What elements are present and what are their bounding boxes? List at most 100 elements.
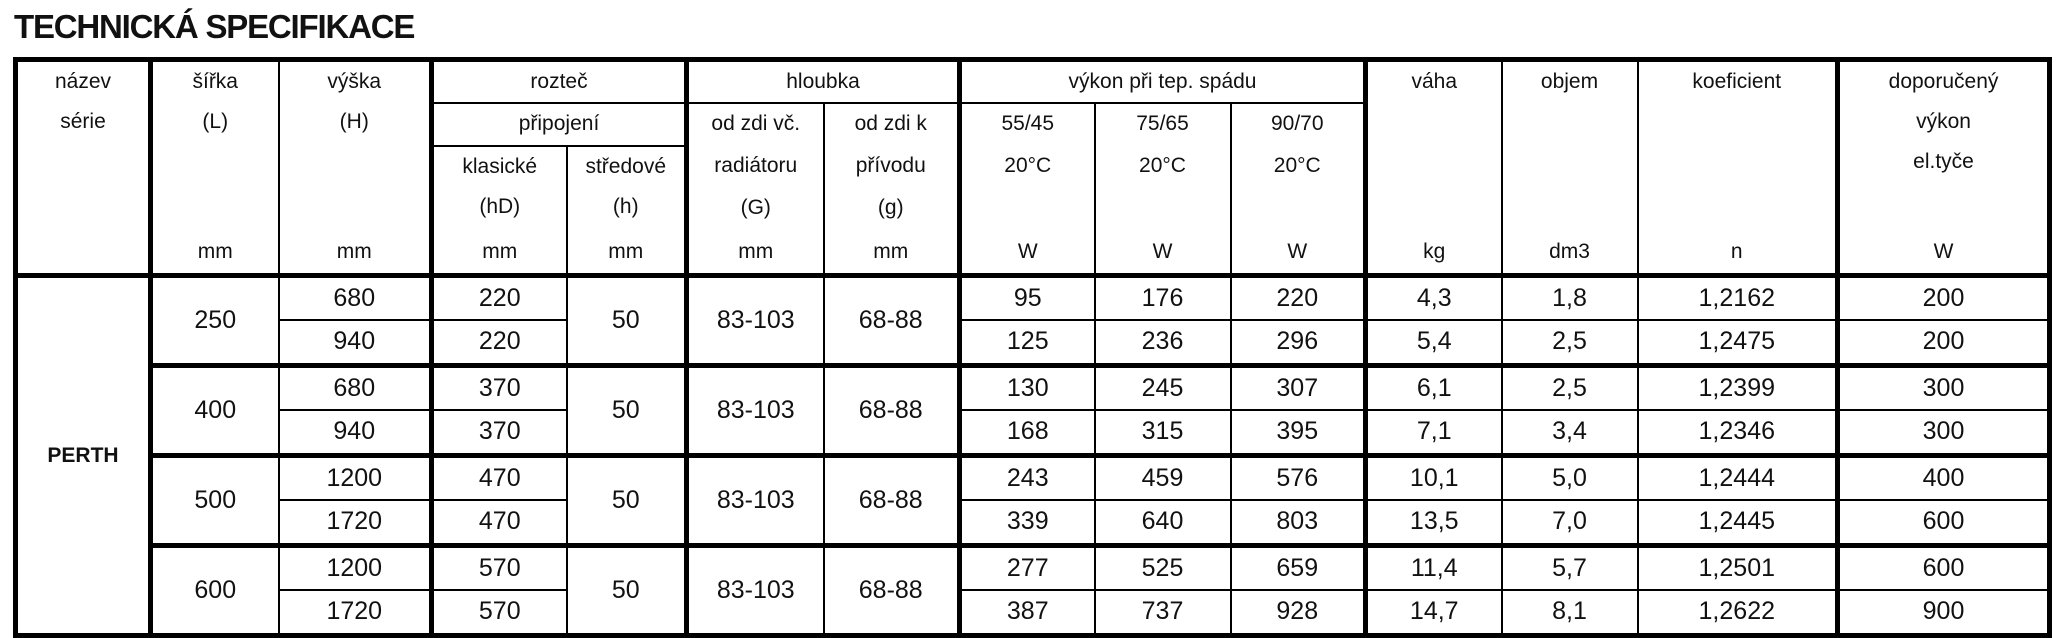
spec-table: název série šířka (L) výška (H) rozteč hlou… — [13, 57, 2053, 638]
header-line: (H) — [339, 110, 369, 133]
cell-klasicke: 570 — [429, 542, 568, 591]
header-spad-75-65: 75/65 20°C — [1093, 102, 1232, 230]
header-line: 90/70 — [1270, 112, 1324, 135]
cell-klasicke: 570 — [429, 589, 568, 636]
cell-dop: 200 — [1835, 319, 2051, 366]
cell-w1: 243 — [957, 452, 1096, 501]
header-sirka: šířka (L) — [148, 58, 280, 230]
cell-klasicke: 470 — [429, 499, 568, 546]
cell-vyska: 680 — [277, 272, 433, 321]
header-line: objem — [1540, 70, 1599, 93]
cell-w3: 928 — [1229, 589, 1367, 636]
unit-cell: mm — [565, 230, 688, 278]
header-vyska: výška (H) — [277, 58, 433, 230]
cell-G: 83-103 — [684, 542, 825, 636]
cell-dop: 300 — [1835, 362, 2051, 411]
header-line: od zdi k — [854, 112, 927, 135]
cell-objem: 5,7 — [1500, 542, 1639, 591]
unit-cell — [14, 230, 152, 278]
cell-koef: 1,2475 — [1636, 319, 1839, 366]
cell-stredove: 50 — [565, 272, 688, 366]
table-header: název série šířka (L) výška (H) rozteč hlou… — [14, 58, 2051, 278]
cell-objem: 7,0 — [1500, 499, 1639, 546]
cell-w2: 737 — [1093, 589, 1232, 636]
table-body: PERTH 250 680 220 50 83-103 68-88 95 176… — [14, 272, 2051, 636]
cell-w2: 640 — [1093, 499, 1232, 546]
cell-sirka: 600 — [148, 542, 280, 636]
unit-cell: mm — [822, 230, 961, 278]
cell-dop: 900 — [1835, 589, 2051, 636]
table-row: 400 680 370 50 83-103 68-88 130 245 307 … — [16, 362, 2051, 456]
header-line: přívodu — [855, 154, 926, 177]
header-pripojeni: připojení — [429, 101, 688, 148]
cell-klasicke: 220 — [429, 272, 568, 321]
cell-koef: 1,2445 — [1636, 499, 1839, 546]
cell-dop: 400 — [1835, 452, 2051, 501]
header-od-zdi-k: od zdi k přívodu (g) — [822, 102, 961, 230]
cell-vyska: 1200 — [277, 452, 433, 501]
cell-objem: 8,1 — [1500, 589, 1639, 636]
cell-koef: 1,2622 — [1636, 589, 1839, 636]
cell-vaha: 7,1 — [1363, 409, 1503, 456]
table-row: 1720 570 387 737 928 14,7 8,1 1,2622 900 — [16, 589, 2051, 636]
cell-sirka: 250 — [148, 272, 280, 366]
cell-koef: 1,2444 — [1636, 452, 1839, 501]
header-line: hloubka — [786, 70, 860, 93]
cell-w2: 525 — [1093, 542, 1232, 591]
header-line: 55/45 — [1001, 112, 1055, 135]
table-row: 500 1200 470 50 83-103 68-88 243 459 576… — [16, 452, 2051, 546]
cell-stredove: 50 — [565, 452, 688, 546]
header-doporuceny: doporučený výkon el.tyče — [1835, 58, 2051, 230]
cell-dop: 600 — [1835, 542, 2051, 591]
cell-dop: 600 — [1835, 499, 2051, 546]
cell-koef: 1,2399 — [1636, 362, 1839, 411]
cell-vaha: 11,4 — [1363, 542, 1503, 591]
cell-objem: 2,5 — [1500, 362, 1639, 411]
header-line: 20°C — [1139, 154, 1186, 177]
header-klasicke: klasické (hD) — [429, 145, 568, 230]
header-line: klasické — [462, 155, 538, 179]
header-line: (h) — [612, 195, 639, 219]
header-vykon: výkon při tep. spádu — [956, 58, 1367, 104]
cell-w1: 125 — [957, 319, 1096, 366]
header-objem: objem — [1500, 58, 1639, 230]
cell-w3: 220 — [1229, 272, 1367, 321]
header-line: název — [54, 70, 112, 93]
cell-w1: 387 — [957, 589, 1096, 636]
cell-objem: 3,4 — [1500, 409, 1639, 456]
cell-sirka: 400 — [148, 362, 280, 456]
cell-w3: 576 — [1229, 452, 1367, 501]
header-hloubka: hloubka — [684, 58, 961, 104]
cell-w1: 277 — [957, 542, 1096, 591]
cell-w3: 296 — [1229, 319, 1367, 366]
header-line: šířka — [192, 70, 238, 93]
table-row: 940 220 125 236 296 5,4 2,5 1,2475 200 — [16, 319, 2051, 366]
header-roztec: rozteč — [429, 58, 688, 104]
series-name: PERTH — [14, 272, 152, 636]
unit-cell: W — [1835, 230, 2051, 278]
header-spad-90-70: 90/70 20°C — [1229, 102, 1367, 230]
page-title: TECHNICKÁ SPECIFIKACE — [14, 8, 415, 45]
header-line: od zdi vč. — [711, 112, 801, 135]
table-row: 600 1200 570 50 83-103 68-88 277 525 659… — [16, 542, 2051, 636]
header-nazev: název série — [14, 58, 152, 230]
cell-objem: 2,5 — [1500, 319, 1639, 366]
header-line: výkon při tep. spádu — [1068, 70, 1257, 93]
header-stredove: středové (h) — [565, 145, 688, 230]
unit-cell: kg — [1363, 230, 1503, 278]
cell-vyska: 940 — [277, 319, 433, 366]
cell-vaha: 13,5 — [1363, 499, 1503, 546]
cell-g: 68-88 — [822, 452, 961, 546]
cell-dop: 200 — [1835, 272, 2051, 321]
header-spad-55-45: 55/45 20°C — [957, 102, 1096, 230]
cell-klasicke: 470 — [429, 452, 568, 501]
cell-stredove: 50 — [565, 362, 688, 456]
cell-vaha: 10,1 — [1363, 452, 1503, 501]
cell-vyska: 940 — [277, 409, 433, 456]
unit-cell: mm — [277, 230, 433, 278]
header-vaha: váha — [1363, 58, 1503, 230]
table-row: PERTH 250 680 220 50 83-103 68-88 95 176… — [14, 272, 2051, 636]
cell-objem: 5,0 — [1500, 452, 1639, 501]
cell-w1: 95 — [957, 272, 1096, 321]
header-line: výkon — [1916, 110, 1971, 133]
